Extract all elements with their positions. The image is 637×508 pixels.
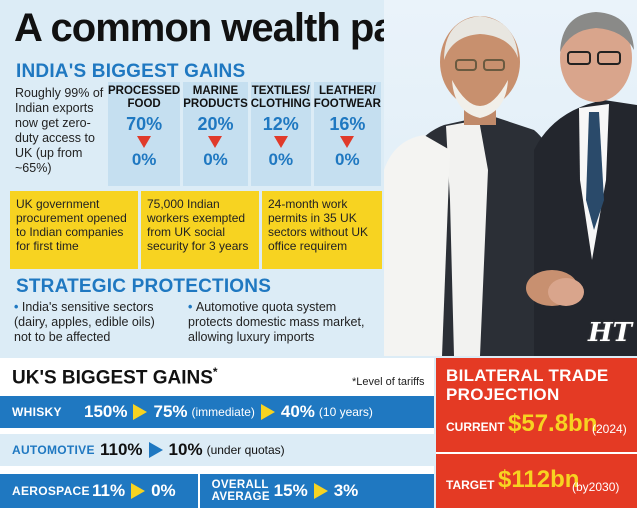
row-automotive: AUTOMOTIVE 110% 10% (under quotas)	[0, 434, 434, 466]
average-after: 3%	[333, 481, 359, 500]
right-arrow-icon	[148, 442, 163, 458]
quota-note: (under quotas)	[206, 443, 285, 457]
tariff-before: 70%	[126, 114, 163, 134]
tariff-after: 0%	[151, 481, 176, 500]
sector-leather-footwear: LEATHER/ FOOTWEAR 16% 0%	[313, 82, 381, 186]
down-arrow-icon	[273, 136, 288, 148]
down-arrow-icon	[340, 136, 355, 148]
highlight-work-permits: 24-month work permits in 35 UK sectors w…	[262, 191, 382, 269]
sector-name: PROCESSED FOOD	[108, 85, 181, 110]
handshake-illustration	[384, 12, 637, 356]
down-arrow-icon	[137, 136, 152, 148]
ten-years-note: (10 years)	[318, 405, 373, 419]
target-note: (by2030)	[572, 480, 620, 494]
uk-gains-heading: UK'S BIGGEST GAINS*	[12, 365, 218, 389]
divider	[436, 452, 637, 454]
tariff-after: 0%	[203, 150, 228, 169]
target-value: $112bn	[498, 466, 580, 493]
tariff-after: 10%	[168, 440, 203, 459]
current-note: (2024)	[592, 422, 627, 436]
tariff-before: 11%	[92, 481, 126, 500]
bullet-icon: •	[14, 300, 22, 314]
tariff-after: 0%	[131, 150, 157, 169]
tariff-before: 16%	[329, 114, 366, 134]
right-arrow-icon	[260, 404, 275, 420]
target-label: TARGET	[446, 478, 495, 492]
page-title: A common wealth pact	[14, 6, 429, 50]
asterisk: *	[212, 365, 218, 379]
india-gains-intro: Roughly 99% of Indian exports now get ze…	[15, 86, 104, 175]
bullet-icon: •	[188, 300, 196, 314]
bilateral-trade-panel: BILATERAL TRADE PROJECTION CURRENT $57.8…	[436, 358, 637, 508]
right-arrow-icon	[313, 483, 328, 499]
bullet-text: Automotive quota system protects domesti…	[188, 300, 365, 344]
india-highlights: UK government procurement opened to Indi…	[10, 191, 382, 269]
immediate-note: (immediate)	[191, 405, 255, 419]
tariff-before: 20%	[197, 114, 234, 134]
sector-processed-food: PROCESSED FOOD 70% 0%	[108, 82, 181, 186]
india-gains-heading: INDIA'S BIGGEST GAINS	[16, 61, 246, 82]
tariff-after: 0%	[335, 150, 360, 169]
sector-name: LEATHER/ FOOTWEAR	[313, 85, 381, 110]
current-label: CURRENT	[446, 420, 505, 434]
sector-textiles-clothing: TEXTILES/ CLOTHING 12% 0%	[250, 82, 311, 186]
down-arrow-icon	[208, 136, 223, 148]
sector-name: TEXTILES/ CLOTHING	[250, 85, 311, 110]
strategic-protections-heading: STRATEGIC PROTECTIONS	[16, 276, 272, 297]
average-before: 15%	[273, 481, 308, 500]
row-whisky: WHISKY 150% 75% (immediate) 40% (10 year…	[0, 396, 434, 428]
current-value: $57.8bn	[508, 410, 598, 437]
right-arrow-icon	[131, 483, 146, 499]
row-label: AUTOMOTIVE	[12, 443, 95, 457]
leaders-photo	[384, 0, 637, 356]
strategic-bullets: • India's sensitive sectors (dairy, appl…	[14, 300, 386, 345]
sector-name: MARINE PRODUCTS	[183, 85, 248, 110]
uk-gains-heading-text: UK'S BIGGEST GAINS	[12, 367, 213, 389]
highlight-procurement: UK government procurement opened to Indi…	[10, 191, 138, 269]
tariff-before: 150%	[84, 402, 128, 421]
ht-logo: HT	[588, 318, 632, 348]
bullet-item: • India's sensitive sectors (dairy, appl…	[14, 300, 174, 345]
sector-marine-products: MARINE PRODUCTS 20% 0%	[183, 82, 248, 186]
row-label: WHISKY	[12, 405, 62, 419]
bullet-item: • Automotive quota system protects domes…	[188, 300, 378, 345]
highlight-social-security: 75,000 Indian workers exempted from UK s…	[141, 191, 259, 269]
india-tariff-grid: PROCESSED FOOD 70% 0% MARINE PRODUCTS 20…	[108, 82, 381, 186]
row-aerospace: AEROSPACE 11% 0% OVERALL AVERAGE 15% 3%	[0, 474, 434, 508]
overall-average-label: OVERALL AVERAGE	[211, 479, 270, 503]
tariff-before: 110%	[100, 440, 143, 459]
right-arrow-icon	[133, 404, 148, 420]
tariff-after: 0%	[268, 150, 294, 169]
tariff-immediate: 75%	[153, 402, 188, 421]
row-label: AEROSPACE	[12, 484, 90, 498]
bullet-text: India's sensitive sectors (dairy, apples…	[14, 300, 155, 344]
tariff-10-years: 40%	[280, 402, 315, 421]
tariff-before: 12%	[262, 114, 299, 134]
bilateral-heading: BILATERAL TRADE PROJECTION	[446, 366, 609, 404]
divider	[197, 474, 200, 508]
tariff-note: *Level of tariffs	[352, 376, 425, 388]
